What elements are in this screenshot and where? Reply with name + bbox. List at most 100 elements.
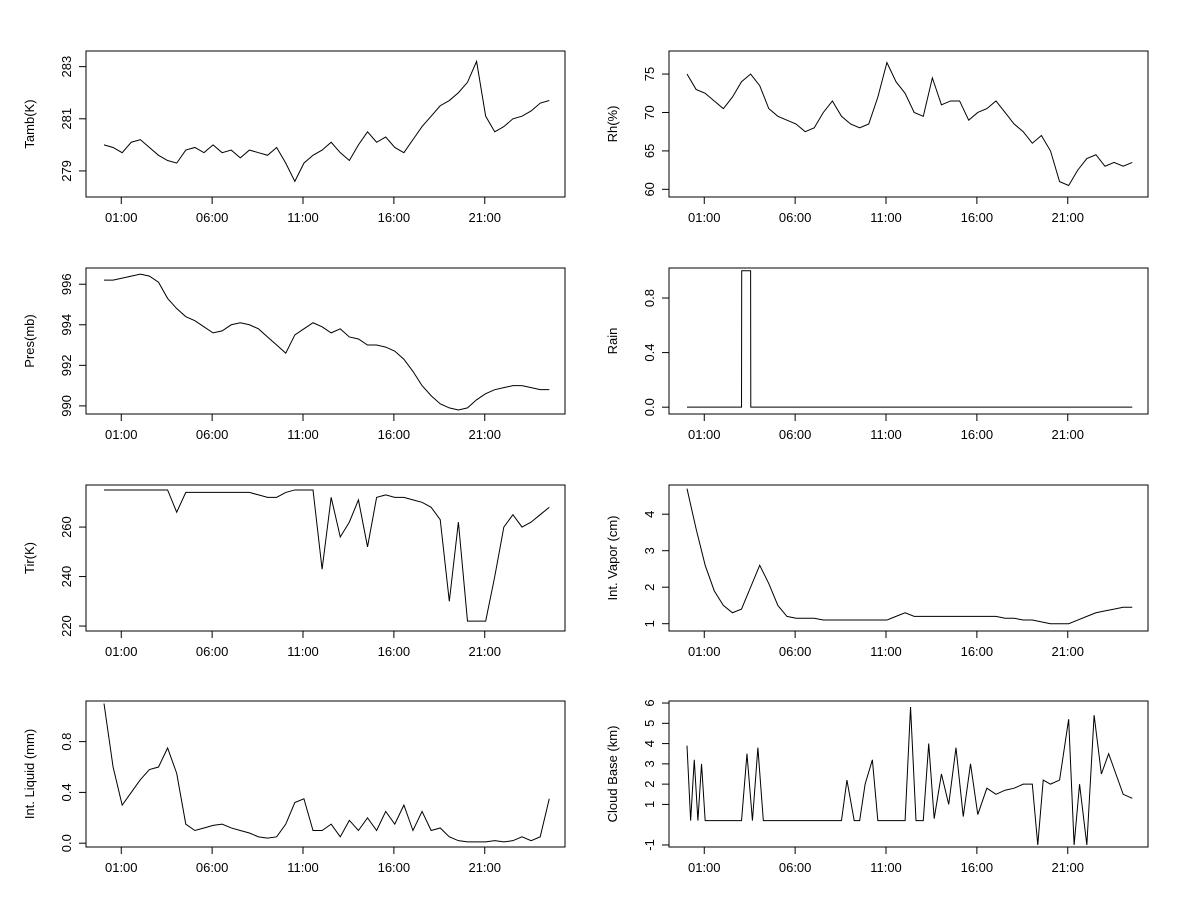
y-tick-label: 3 (642, 547, 657, 554)
x-tick-label: 06:00 (779, 644, 812, 659)
series-line (104, 489, 550, 622)
panel-2: 01:00 06:00 11:00 16:00 21:00 60 65 70 75 Rh(%) (605, 50, 1149, 225)
y-tick-label: 1 (642, 801, 657, 808)
x-tick-label: 01:00 (688, 860, 721, 875)
x-tick-label: 21:00 (1051, 210, 1084, 225)
y-axis-label: Tir(K) (22, 542, 37, 574)
y-tick-label: 5 (642, 720, 657, 727)
x-tick-label: 06:00 (196, 210, 229, 225)
y-axis-label: Int. Vapor (cm) (605, 515, 620, 600)
series-line (686, 61, 1133, 187)
y-axis-label: Rain (605, 328, 620, 355)
x-tick-label: 21:00 (1051, 860, 1084, 875)
x-tick-label: 01:00 (688, 644, 721, 659)
x-tick-label: 01:00 (688, 427, 721, 442)
panel-6: 01:00 06:00 11:00 16:00 21:00 1 2 3 4 Int. Vapor … (605, 484, 1149, 659)
panel-3: 01:00 06:00 11:00 16:00 21:00 990 992 994 996 Pre… (22, 267, 566, 442)
y-tick-label: 990 (59, 395, 74, 417)
x-tick-label: 21:00 (468, 210, 501, 225)
x-tick-label: 16:00 (378, 427, 411, 442)
x-tick-label: 06:00 (779, 210, 812, 225)
x-tick-label: 21:00 (1051, 644, 1084, 659)
x-tick-label: 21:00 (1051, 427, 1084, 442)
y-tick-label: 4 (642, 740, 657, 747)
y-tick-label: 0.4 (59, 783, 74, 801)
x-tick-label: 21:00 (468, 644, 501, 659)
x-tick-label: 01:00 (105, 210, 138, 225)
y-tick-label: 4 (642, 511, 657, 518)
y-tick-label: 0.4 (642, 344, 657, 362)
y-tick-label: 65 (642, 144, 657, 158)
panel-1: 01:00 06:00 11:00 16:00 21:00 279 281 283 Tamb(K… (22, 50, 566, 225)
x-tick-label: 06:00 (779, 427, 812, 442)
plot-frame (668, 484, 1149, 632)
y-tick-label: 0.0 (59, 834, 74, 852)
panel-4: 01:00 06:00 11:00 16:00 21:00 0.0 0.4 0.8 Rain (605, 267, 1149, 442)
y-tick-label: 279 (59, 160, 74, 182)
plot-frame (668, 50, 1149, 198)
y-tick-label: 220 (59, 615, 74, 637)
x-tick-label: 01:00 (105, 644, 138, 659)
x-tick-label: 06:00 (779, 860, 812, 875)
y-tick-label: 260 (59, 516, 74, 538)
y-tick-label: 0.8 (59, 733, 74, 751)
series-line (686, 488, 1133, 625)
x-tick-label: 16:00 (961, 860, 994, 875)
y-tick-label: 281 (59, 108, 74, 130)
y-axis-label: Tamb(K) (22, 99, 37, 148)
y-tick-label: 6 (642, 699, 657, 706)
series-line (103, 59, 550, 183)
x-tick-label: 11:00 (287, 644, 319, 659)
x-tick-label: 16:00 (378, 644, 411, 659)
x-tick-label: 06:00 (196, 644, 229, 659)
x-tick-label: 11:00 (870, 210, 902, 225)
x-tick-label: 11:00 (287, 427, 319, 442)
y-tick-label: 992 (59, 354, 74, 376)
x-tick-label: 01:00 (105, 427, 138, 442)
plot-frame (668, 267, 1149, 415)
plot-frame (85, 267, 566, 415)
x-tick-label: 16:00 (378, 860, 411, 875)
plot-frame (668, 700, 1149, 848)
x-tick-label: 11:00 (870, 644, 902, 659)
series-line (103, 703, 550, 843)
y-tick-label: 1 (642, 620, 657, 627)
x-tick-label: 01:00 (688, 210, 721, 225)
y-axis-label: Cloud Base (km) (605, 726, 620, 823)
x-tick-label: 01:00 (105, 860, 138, 875)
x-tick-label: 21:00 (468, 427, 501, 442)
y-tick-label: 2 (642, 584, 657, 591)
panel-5: 01:00 06:00 11:00 16:00 21:00 220 240 260 Tir(K) (22, 484, 566, 659)
x-tick-label: 11:00 (287, 860, 319, 875)
x-tick-label: 16:00 (961, 210, 994, 225)
x-tick-label: 16:00 (378, 210, 411, 225)
y-tick-label: 75 (642, 67, 657, 81)
y-axis-label: Pres(mb) (22, 314, 37, 367)
x-tick-label: 11:00 (870, 427, 902, 442)
y-tick-label: 0.0 (642, 398, 657, 416)
series-line (686, 707, 1133, 846)
x-tick-label: 21:00 (468, 860, 501, 875)
x-tick-label: 11:00 (870, 860, 902, 875)
panel-8: 01:00 06:00 11:00 16:00 21:00 -1 1 2 3 4 5 6 Cloud B… (605, 699, 1149, 875)
y-tick-label: 994 (59, 314, 74, 336)
series-line (687, 270, 1133, 408)
y-tick-label: 283 (59, 56, 74, 78)
x-tick-label: 06:00 (196, 427, 229, 442)
y-tick-label: -1 (642, 839, 657, 851)
y-tick-label: 996 (59, 273, 74, 295)
y-tick-label: 60 (642, 182, 657, 196)
y-tick-label: 3 (642, 760, 657, 767)
y-tick-label: 240 (59, 566, 74, 588)
x-tick-label: 16:00 (961, 644, 994, 659)
plot-frame (85, 700, 566, 848)
y-axis-label: Rh(%) (605, 106, 620, 143)
y-tick-label: 2 (642, 781, 657, 788)
y-tick-label: 0.8 (642, 289, 657, 307)
y-axis-label: Int. Liquid (mm) (22, 729, 37, 819)
x-tick-label: 06:00 (196, 860, 229, 875)
x-tick-label: 16:00 (961, 427, 994, 442)
y-tick-label: 70 (642, 105, 657, 119)
plot-frame (85, 484, 566, 632)
